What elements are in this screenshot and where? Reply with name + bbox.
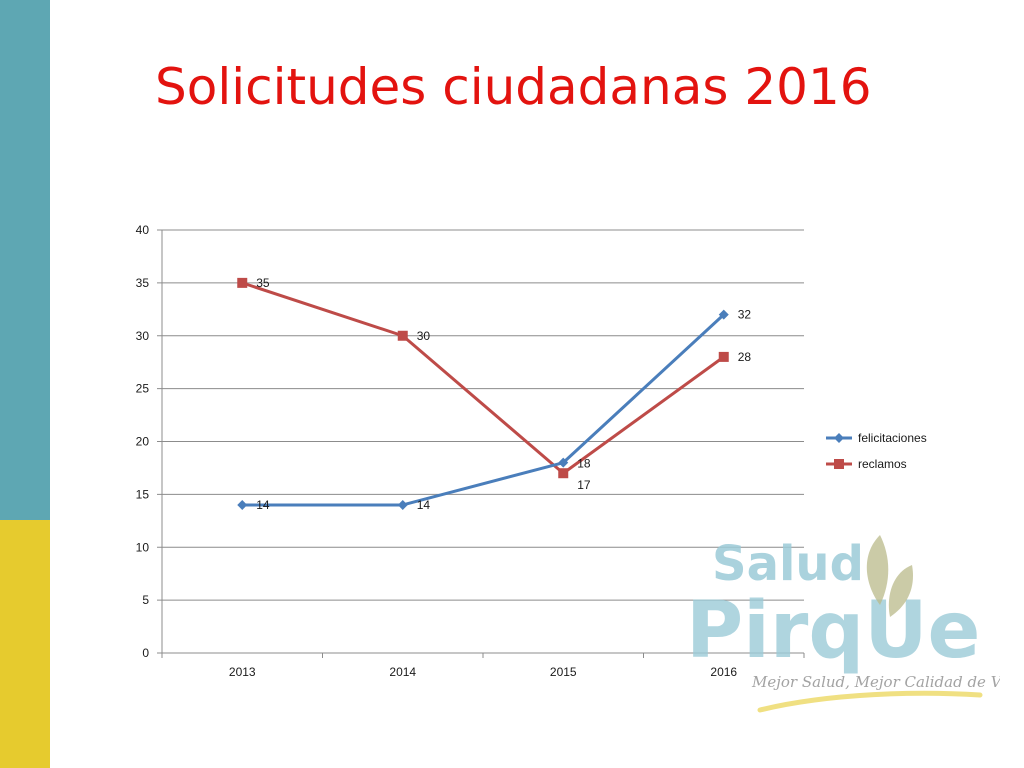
legend-marker-felicitaciones <box>834 433 844 443</box>
leaf-icon <box>866 535 889 605</box>
y-tick-label: 30 <box>136 329 150 343</box>
data-label-reclamos: 30 <box>417 329 431 343</box>
decorative-teal-bar <box>0 0 50 520</box>
salud-pirque-logo: Salud PirqUe Mejor Salud, Mejor Calidad … <box>686 535 1000 713</box>
data-label-felicitaciones: 14 <box>417 498 431 512</box>
y-tick-label: 40 <box>136 223 150 237</box>
logo-text-pirque: PirqUe <box>686 586 980 676</box>
y-tick-label: 25 <box>136 382 150 396</box>
data-label-felicitaciones: 14 <box>256 498 270 512</box>
series-line-reclamos <box>241 281 725 475</box>
legend-label-felicitaciones: felicitaciones <box>858 431 927 445</box>
data-point-felicitaciones <box>558 457 569 468</box>
data-point-reclamos <box>718 351 729 362</box>
y-tick-label: 0 <box>142 646 149 660</box>
data-point-reclamos <box>558 468 569 479</box>
y-tick-label: 15 <box>136 487 150 501</box>
legend-label-reclamos: reclamos <box>858 457 907 471</box>
legend-marker-reclamos <box>834 459 844 469</box>
logo-tagline: Mejor Salud, Mejor Calidad de Vida. <box>751 673 1000 691</box>
logo-swoosh <box>757 690 983 713</box>
data-point-reclamos <box>237 277 248 288</box>
x-tick-label: 2014 <box>389 665 416 679</box>
data-label-felicitaciones: 32 <box>738 308 752 322</box>
x-tick-label: 2013 <box>229 665 256 679</box>
leaf-icon <box>888 565 914 617</box>
y-tick-label: 5 <box>142 593 149 607</box>
data-point-felicitaciones <box>397 499 408 510</box>
data-label-felicitaciones: 18 <box>577 457 591 471</box>
x-tick-label: 2015 <box>550 665 577 679</box>
y-tick-label: 35 <box>136 276 150 290</box>
data-label-reclamos: 17 <box>577 478 591 492</box>
data-point-felicitaciones <box>237 499 248 510</box>
y-tick-label: 20 <box>136 435 150 449</box>
data-point-felicitaciones <box>718 309 729 320</box>
slide-title: Solicitudes ciudadanas 2016 <box>155 58 872 116</box>
x-tick-label: 2016 <box>710 665 737 679</box>
decorative-yellow-bar <box>0 520 50 768</box>
data-point-reclamos <box>397 330 408 341</box>
data-label-reclamos: 35 <box>256 276 270 290</box>
logo-text-salud: Salud <box>712 536 864 592</box>
series-line-felicitaciones <box>242 313 725 507</box>
y-tick-label: 10 <box>136 540 150 554</box>
data-label-reclamos: 28 <box>738 350 752 364</box>
